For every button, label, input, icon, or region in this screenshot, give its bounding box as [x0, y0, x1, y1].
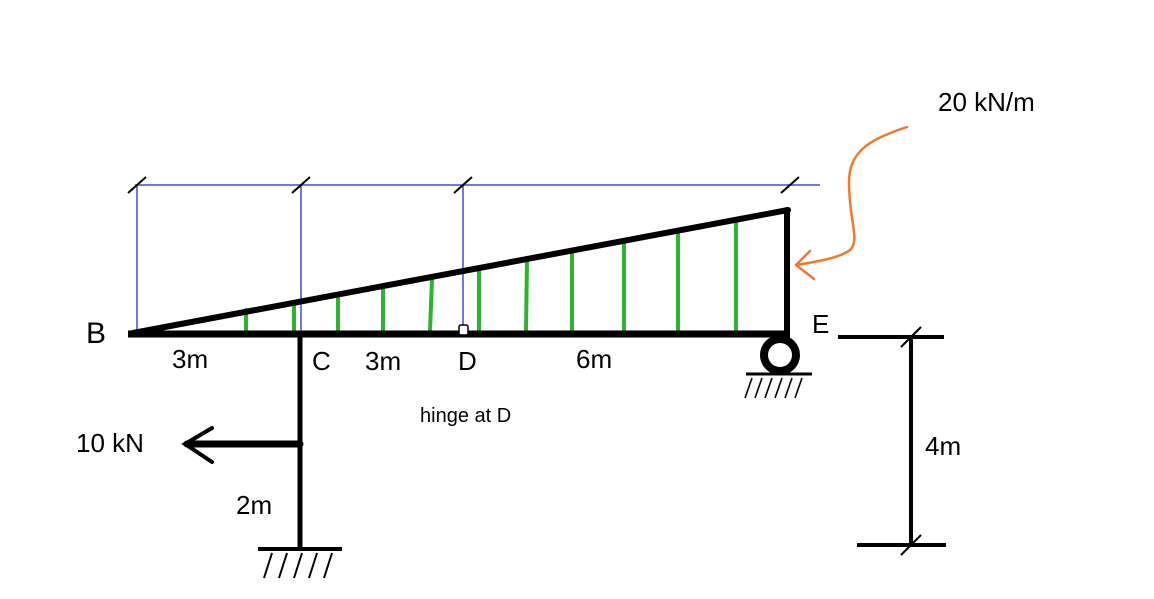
height-tick-bottom — [900, 534, 922, 556]
roller-hatch-line — [784, 377, 793, 399]
point-load-arrowhead — [181, 426, 214, 464]
label-point-d: D — [458, 346, 477, 376]
tick-e — [780, 176, 800, 194]
support-hatch — [263, 552, 273, 579]
tick-b — [127, 176, 147, 194]
label-dim-bc: 3m — [172, 344, 208, 374]
distributed-load-hatch — [244, 218, 738, 333]
label-point-load: 10 kN — [76, 428, 144, 458]
support-hatch — [278, 552, 288, 579]
label-dim-de: 6m — [576, 344, 612, 374]
tick-d — [453, 176, 473, 194]
pointer-arrow-head — [794, 249, 816, 281]
dimension-ticks — [127, 176, 800, 194]
load-slope-line — [130, 207, 791, 336]
support-hatch — [293, 552, 303, 579]
height-dimension — [838, 326, 946, 556]
roller-circle — [760, 335, 800, 375]
roller-hatch-line — [764, 377, 773, 399]
pointer-arrow-curve — [794, 125, 909, 267]
load-diagram-outline — [130, 207, 791, 336]
hinge-d-marker — [458, 324, 469, 336]
point-load-arrow — [181, 426, 304, 464]
label-dim-cd: 3m — [365, 346, 401, 376]
label-point-b: B — [86, 317, 106, 350]
roller-hatch-line — [774, 377, 783, 399]
tick-c — [291, 176, 311, 194]
dimension-lines — [135, 184, 820, 333]
label-dim-column: 2m — [236, 490, 272, 520]
label-point-c: C — [312, 346, 331, 376]
support-hatch — [323, 552, 333, 579]
label-dim-height: 4m — [925, 431, 961, 461]
roller-hatch-line — [754, 377, 763, 399]
roller-hatch-line — [744, 377, 753, 399]
roller-hatch-line — [794, 377, 803, 399]
label-load-intensity: 20 kN/m — [938, 87, 1035, 117]
fixed-support — [258, 547, 342, 579]
hinge-note: hinge at D — [420, 405, 511, 427]
roller-hatch — [744, 377, 803, 399]
load-hatch-line — [428, 277, 434, 333]
load-pointer-arrow — [794, 125, 909, 281]
support-hatch — [308, 552, 318, 579]
roller-support — [744, 335, 812, 399]
label-point-e: E — [812, 309, 829, 339]
load-hatch-line — [524, 257, 529, 333]
height-tick-top — [900, 326, 922, 348]
